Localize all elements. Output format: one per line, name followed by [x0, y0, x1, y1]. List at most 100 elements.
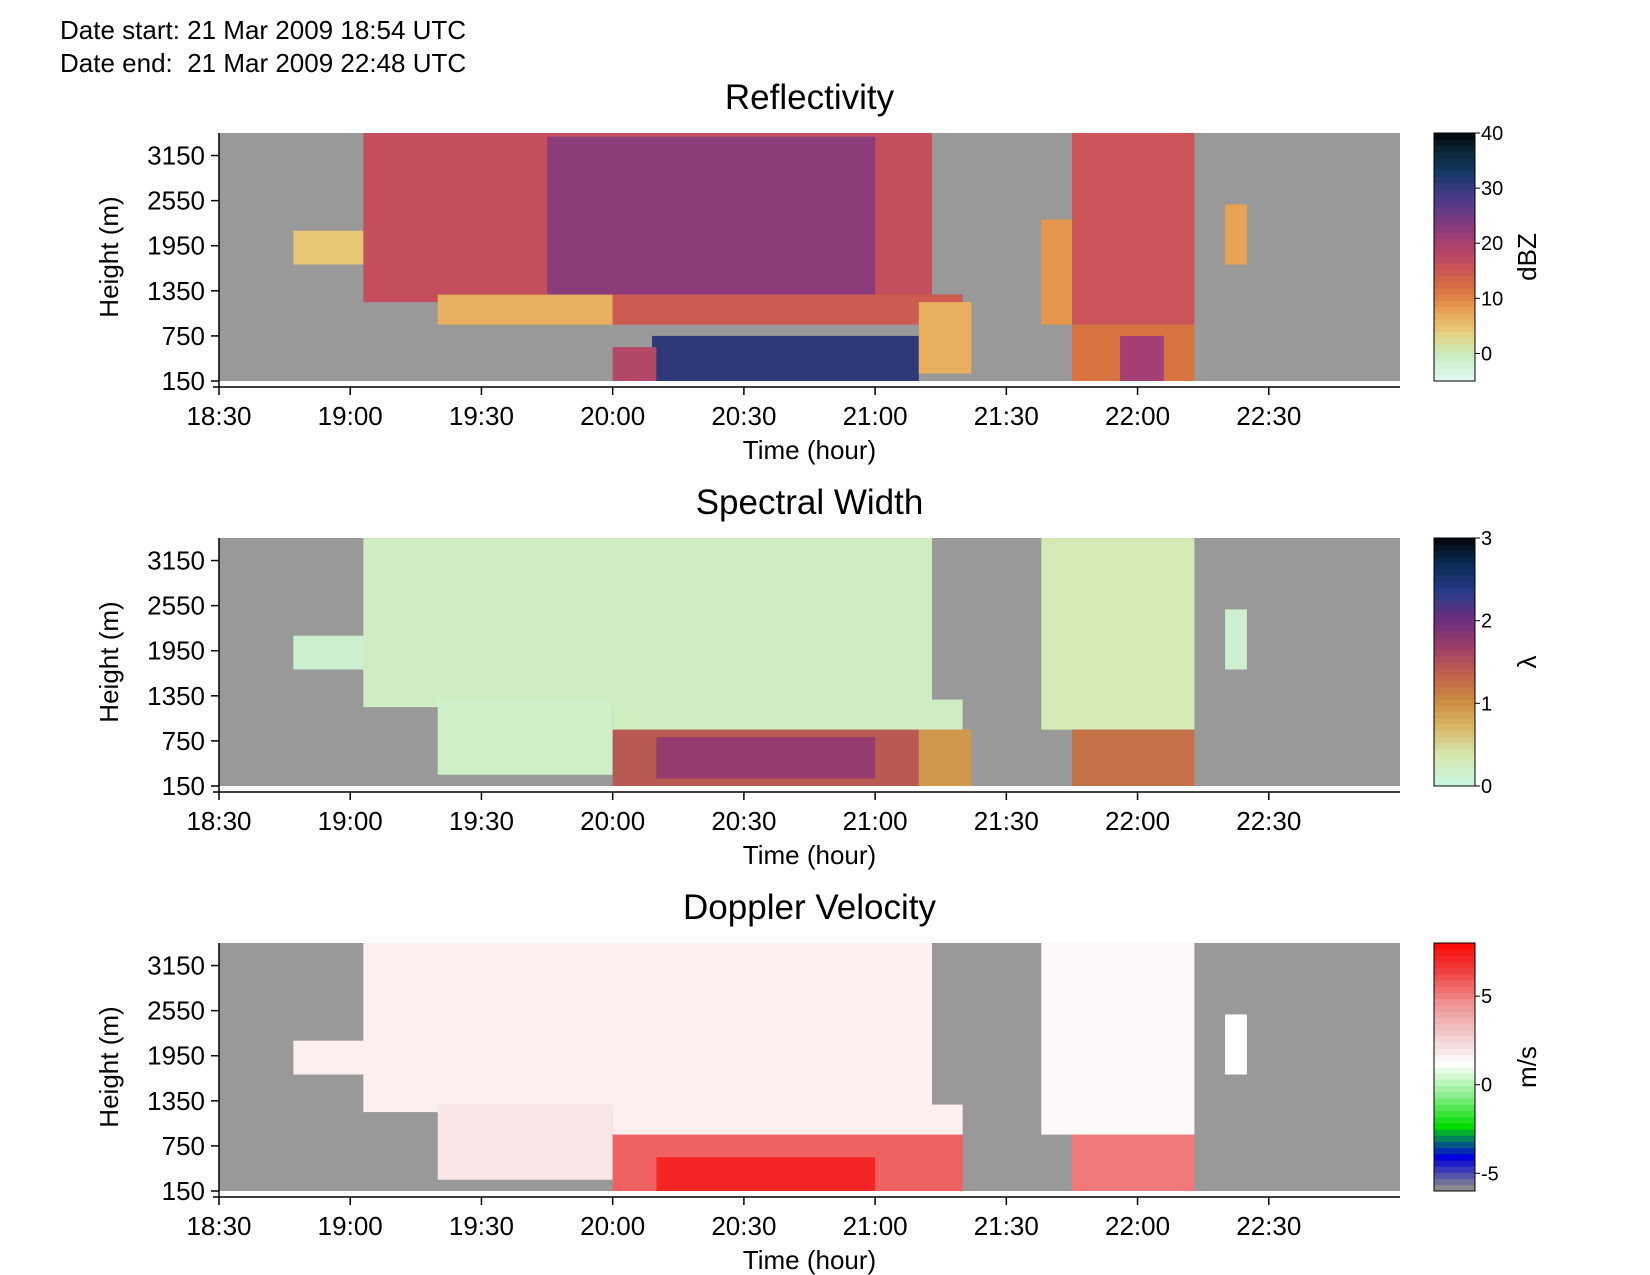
y-tick-label: 2550 [147, 591, 205, 621]
colorbar-segment [1434, 562, 1475, 570]
colorbar-segment [1434, 151, 1475, 159]
colorbar-segment [1434, 1172, 1475, 1180]
x-tick-label: 21:00 [843, 401, 908, 431]
heatmap-region [918, 302, 972, 374]
x-tick-label: 21:30 [974, 401, 1039, 431]
heatmap-region [612, 699, 963, 730]
colorbar-segment [1434, 637, 1475, 644]
colorbar-segment [1434, 717, 1475, 725]
colorbar-segment [1434, 306, 1475, 314]
x-tick-label: 19:30 [449, 401, 514, 431]
heatmap-region [918, 729, 972, 786]
colorbar-segment [1434, 1054, 1475, 1062]
colorbar-tick-label: 30 [1481, 178, 1503, 200]
colorbar-segment [1434, 773, 1475, 781]
colorbar-segment [1434, 219, 1475, 227]
y-tick-label: 2550 [147, 186, 205, 216]
colorbar-segment [1434, 1060, 1475, 1068]
colorbar-segment [1434, 1104, 1475, 1111]
colorbar-segment [1434, 213, 1475, 221]
colorbar-segment [1434, 1073, 1475, 1080]
colorbar-segment [1434, 294, 1475, 301]
x-tick-label: 22:00 [1105, 1211, 1170, 1241]
colorbar-segment [1434, 244, 1475, 252]
colorbar-segment [1434, 748, 1475, 756]
colorbar-segment [1434, 1079, 1475, 1087]
colorbar-segment [1434, 1166, 1475, 1173]
colorbar-segment [1434, 325, 1475, 332]
y-tick-label: 150 [162, 771, 205, 801]
colorbar-tick-label: 1 [1481, 693, 1492, 715]
date-start-text: Date start: 21 Mar 2009 18:54 UTC [60, 15, 467, 45]
colorbar-segment [1434, 1085, 1475, 1093]
date-range-header: Date start: 21 Mar 2009 18:54 UTC Date en… [60, 14, 466, 80]
colorbar-segment [1434, 974, 1475, 981]
colorbar-segment [1434, 263, 1475, 270]
colorbar-segment [1434, 755, 1475, 762]
colorbar-segment [1434, 1160, 1475, 1167]
colorbar-segment [1434, 587, 1475, 595]
colorbar-segment [1434, 1098, 1475, 1105]
colorbar-segment [1434, 368, 1475, 376]
colorbar-segment [1434, 693, 1475, 700]
y-axis-label: Height (m) [94, 1006, 124, 1127]
colorbar-segment [1434, 556, 1475, 564]
colorbar-segment [1434, 195, 1475, 202]
colorbar-segment [1434, 275, 1475, 283]
colorbar-segment [1434, 1135, 1475, 1142]
colorbar-segment [1434, 1036, 1475, 1043]
x-tick-label: 21:30 [974, 806, 1039, 836]
colorbar-segment [1434, 281, 1475, 289]
colorbar-segment [1434, 612, 1475, 620]
colorbar-segment [1434, 350, 1475, 357]
y-tick-label: 750 [162, 321, 205, 351]
x-axis-label: Time (hour) [743, 840, 876, 870]
colorbar-segment [1434, 643, 1475, 651]
colorbar-segment [1434, 182, 1475, 190]
y-tick-label: 3150 [147, 546, 205, 576]
colorbar-segment [1434, 1017, 1475, 1025]
x-tick-label: 18:30 [186, 1211, 251, 1241]
colorbar-label: dBZ [1512, 233, 1542, 281]
colorbar-segment [1434, 955, 1475, 963]
colorbar-segment [1434, 767, 1475, 775]
colorbar-segment [1434, 538, 1475, 545]
y-axis-label: Height (m) [94, 196, 124, 317]
colorbar-segment [1434, 1067, 1475, 1074]
colorbar-segment [1434, 139, 1475, 146]
colorbar-segment [1434, 600, 1475, 607]
x-tick-label: 20:30 [711, 1211, 776, 1241]
colorbar-segment [1434, 624, 1475, 632]
colorbar-segment [1434, 257, 1475, 264]
colorbar-segment [1434, 550, 1475, 558]
colorbar-segment [1434, 170, 1475, 177]
colorbar-segment [1434, 1048, 1475, 1056]
colorbar-segment [1434, 581, 1475, 589]
colorbar-segment [1434, 662, 1475, 669]
colorbar-segment [1434, 1153, 1475, 1161]
colorbar-segment [1434, 250, 1475, 258]
x-tick-label: 18:30 [186, 806, 251, 836]
x-tick-label: 22:00 [1105, 401, 1170, 431]
colorbar-segment [1434, 300, 1475, 308]
colorbar-segment [1434, 705, 1475, 713]
colorbar-segment [1434, 226, 1475, 233]
heatmap-region [437, 699, 613, 775]
heatmap-region [1120, 335, 1164, 381]
colorbar-segment [1434, 742, 1475, 750]
x-tick-label: 21:00 [843, 806, 908, 836]
colorbar-segment [1434, 569, 1475, 576]
colorbar-segment [1434, 157, 1475, 165]
colorbar-segment [1434, 618, 1475, 626]
colorbar-segment [1434, 1011, 1475, 1018]
colorbar-segment [1434, 133, 1475, 140]
x-tick-label: 19:00 [318, 806, 383, 836]
heatmap-region [612, 1104, 963, 1135]
colorbar-tick-label: 10 [1481, 288, 1503, 310]
colorbar-frame [1433, 132, 1476, 382]
colorbar-segment [1434, 631, 1475, 638]
colorbar-tick-label: 5 [1481, 986, 1492, 1008]
colorbar-segment [1434, 986, 1475, 994]
heatmap-region [1071, 133, 1195, 325]
